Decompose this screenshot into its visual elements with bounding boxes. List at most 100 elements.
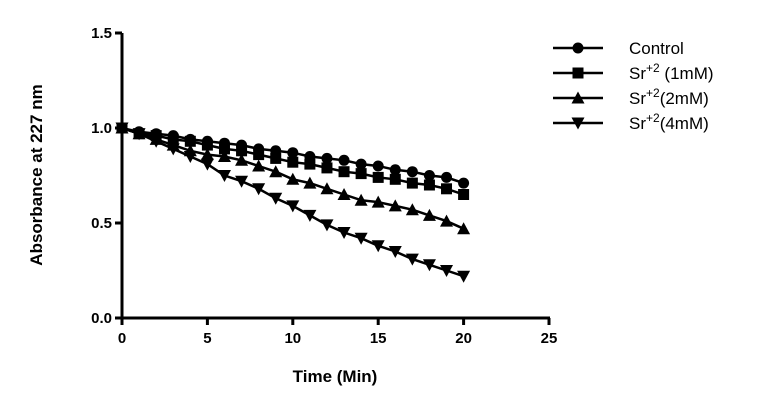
data-point [440, 214, 454, 227]
legend-item: Sr+2 (1mM) [553, 61, 714, 83]
data-point [217, 170, 231, 182]
data-point [371, 195, 385, 208]
data-point [201, 139, 213, 151]
data-point [457, 270, 471, 283]
data-point [337, 227, 351, 239]
data-point [371, 240, 385, 253]
data-point [166, 143, 180, 156]
data-point [269, 192, 283, 205]
data-point [236, 145, 248, 157]
data-point [338, 166, 350, 178]
data-point [441, 171, 453, 183]
legend-label-sup: +2 [646, 86, 660, 100]
data-point [441, 183, 453, 195]
data-point [423, 179, 435, 191]
data-point [355, 158, 367, 170]
data-point [115, 122, 129, 135]
series-triangle-down [115, 122, 471, 283]
data-point [286, 172, 300, 185]
data-point [372, 171, 384, 183]
y-axis-label: Absorbance at 227 nm [27, 84, 46, 265]
data-point [200, 158, 214, 171]
legend-label-sup: +2 [646, 61, 660, 75]
data-point [405, 203, 419, 216]
legend-marker [572, 42, 584, 54]
data-point [235, 153, 249, 166]
data-point [423, 170, 435, 181]
x-tick-label: 5 [203, 330, 211, 347]
x-tick-label: 25 [541, 330, 558, 347]
axes: 0 5 10 15 20 25 0.0 0.5 1.0 1.5 [91, 25, 557, 347]
data-point [458, 189, 470, 200]
plot-area [115, 121, 471, 283]
legend-label: Sr+2 (1mM) [629, 61, 714, 83]
data-point [252, 183, 266, 196]
data-point [338, 154, 350, 166]
data-point [388, 246, 402, 258]
legend-marker [571, 91, 585, 104]
data-point [286, 200, 300, 213]
data-point [269, 165, 283, 178]
data-point [320, 219, 334, 232]
legend-label-base: Sr [629, 64, 646, 83]
legend-label-suffix: (1mM) [660, 64, 714, 83]
legend-item: Control [553, 39, 684, 58]
x-tick-label: 15 [370, 330, 387, 347]
data-point [320, 182, 334, 195]
data-point [422, 208, 436, 221]
data-point [337, 188, 351, 200]
legend-item: Sr+2(4mM) [553, 111, 709, 133]
x-tick-label: 20 [455, 330, 472, 347]
data-point [304, 158, 316, 170]
series-square [116, 122, 470, 200]
data-point [270, 152, 282, 164]
legend-label: Sr+2(2mM) [629, 86, 709, 108]
x-tick-label: 10 [284, 330, 301, 347]
data-point [354, 232, 368, 245]
data-point [218, 143, 230, 155]
data-point [406, 177, 418, 189]
data-point [389, 173, 401, 185]
data-point [184, 135, 196, 147]
x-axis-label: Time (Min) [293, 367, 378, 386]
legend-label-base: Sr [629, 89, 646, 108]
data-point [200, 148, 214, 161]
legend-marker [571, 117, 585, 130]
data-point [372, 160, 384, 172]
legend-label: Sr+2(4mM) [629, 111, 709, 133]
data-point [422, 259, 436, 272]
data-point [253, 149, 265, 161]
data-point [303, 176, 317, 189]
data-point [303, 209, 317, 222]
data-point [458, 177, 470, 189]
y-tick-label: 1.0 [91, 120, 112, 137]
legend-label-sup: +2 [646, 111, 660, 125]
y-tick-label: 1.5 [91, 25, 112, 42]
data-point [321, 162, 333, 174]
data-point [389, 164, 401, 176]
y-tick-label: 0.5 [91, 215, 112, 232]
data-point [252, 159, 266, 172]
data-point [235, 175, 249, 188]
data-point [287, 156, 299, 168]
y-tick-label: 0.0 [91, 310, 112, 327]
data-point [440, 265, 454, 277]
data-point [457, 222, 471, 235]
legend-label-suffix: (2mM) [660, 89, 709, 108]
data-point [217, 150, 231, 162]
legend-label-suffix: (4mM) [660, 114, 709, 133]
data-point [321, 152, 333, 164]
data-point [405, 253, 419, 266]
data-point [183, 151, 197, 163]
data-point [406, 166, 418, 178]
legend-label-base: Sr [629, 114, 646, 133]
legend-item: Sr+2(2mM) [553, 86, 709, 108]
data-point [388, 199, 402, 212]
legend-label: Control [629, 39, 684, 58]
legend-label-base: Control [629, 39, 684, 58]
data-point [355, 168, 367, 180]
data-point [149, 135, 163, 148]
data-point [287, 147, 299, 159]
